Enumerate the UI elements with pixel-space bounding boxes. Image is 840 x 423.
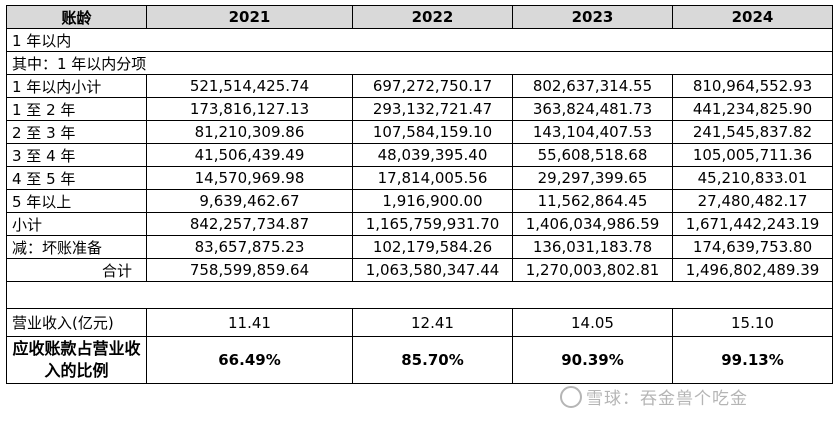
cell-2024: 105,005,711.36 [672, 143, 833, 167]
cell-2024: 99.13% [672, 336, 833, 384]
cell-2024: 45,210,833.01 [672, 166, 833, 190]
cell-2024: 15.10 [672, 308, 833, 337]
table-row: 合计 758,599,859.64 1,063,580,347.44 1,270… [6, 258, 833, 282]
cell-2022: 1,063,580,347.44 [352, 258, 513, 282]
table-row: 3 至 4 年 41,506,439.49 48,039,395.40 55,6… [6, 143, 833, 167]
cell-2021: 173,816,127.13 [146, 97, 353, 121]
cell-2022: 1,165,759,931.70 [352, 212, 513, 236]
row-label: 合计 [6, 258, 147, 282]
cell-2021: 83,657,875.23 [146, 235, 353, 259]
header-2022: 2022 [352, 5, 513, 29]
cell-2024: 27,480,482.17 [672, 189, 833, 213]
cell-2023: 55,608,518.68 [512, 143, 673, 167]
row-label: 减：坏账准备 [6, 235, 147, 259]
cell-2022: 107,584,159.10 [352, 120, 513, 144]
cell-2023: 1,270,003,802.81 [512, 258, 673, 282]
table-row: 4 至 5 年 14,570,969.98 17,814,005.56 29,2… [6, 166, 833, 190]
cell-2021: 41,506,439.49 [146, 143, 353, 167]
cell-2024: 174,639,753.80 [672, 235, 833, 259]
cell-2024: 441,234,825.90 [672, 97, 833, 121]
cell-2021: 842,257,734.87 [146, 212, 353, 236]
row-label: 4 至 5 年 [6, 166, 147, 190]
row-label: 3 至 4 年 [6, 143, 147, 167]
cell-2022: 12.41 [352, 308, 513, 337]
cell-2024: 810,964,552.93 [672, 74, 833, 98]
header-2024: 2024 [672, 5, 833, 29]
row-label: 1 至 2 年 [6, 97, 147, 121]
cell-2022: 697,272,750.17 [352, 74, 513, 98]
cell-2023: 363,824,481.73 [512, 97, 673, 121]
header-aging: 账龄 [6, 5, 147, 29]
watermark: 雪球：吞金兽个吃金 [560, 384, 748, 409]
blank-row [6, 281, 833, 309]
cell-2023: 1,406,034,986.59 [512, 212, 673, 236]
cell-2021: 81,210,309.86 [146, 120, 353, 144]
cell-2024: 241,545,837.82 [672, 120, 833, 144]
cell-2023: 11,562,864.45 [512, 189, 673, 213]
row-label: 其中：1 年以内分项 [6, 51, 833, 75]
cell-2023: 136,031,183.78 [512, 235, 673, 259]
table-row: 1 年以内 [6, 28, 833, 52]
cell-2022: 17,814,005.56 [352, 166, 513, 190]
blank-cell [6, 281, 833, 309]
cell-2021: 14,570,969.98 [146, 166, 353, 190]
cell-2023: 14.05 [512, 308, 673, 337]
aging-table: 账龄 2021 2022 2023 2024 1 年以内 其中：1 年以内分项 … [6, 5, 833, 384]
ratio-row: 应收账款占营业收入的比例 66.49% 85.70% 90.39% 99.13% [6, 336, 833, 384]
row-label: 应收账款占营业收入的比例 [6, 336, 147, 384]
cell-2021: 11.41 [146, 308, 353, 337]
header-row: 账龄 2021 2022 2023 2024 [6, 5, 833, 29]
cell-2024: 1,496,802,489.39 [672, 258, 833, 282]
table-row: 其中：1 年以内分项 [6, 51, 833, 75]
cell-2023: 29,297,399.65 [512, 166, 673, 190]
table-row: 1 年以内小计 521,514,425.74 697,272,750.17 80… [6, 74, 833, 98]
cell-2024: 1,671,442,243.19 [672, 212, 833, 236]
header-2023: 2023 [512, 5, 673, 29]
table-row: 减：坏账准备 83,657,875.23 102,179,584.26 136,… [6, 235, 833, 259]
row-label: 1 年以内 [6, 28, 833, 52]
row-label: 营业收入(亿元) [6, 308, 147, 337]
header-2021: 2021 [146, 5, 353, 29]
table-row: 5 年以上 9,639,462.67 1,916,900.00 11,562,8… [6, 189, 833, 213]
cell-2022: 293,132,721.47 [352, 97, 513, 121]
cell-2023: 90.39% [512, 336, 673, 384]
row-label: 2 至 3 年 [6, 120, 147, 144]
snowball-icon [560, 386, 582, 408]
watermark-text: 雪球：吞金兽个吃金 [586, 389, 748, 409]
cell-2022: 102,179,584.26 [352, 235, 513, 259]
cell-2023: 802,637,314.55 [512, 74, 673, 98]
table-row: 小计 842,257,734.87 1,165,759,931.70 1,406… [6, 212, 833, 236]
row-label: 小计 [6, 212, 147, 236]
table-row: 1 至 2 年 173,816,127.13 293,132,721.47 36… [6, 97, 833, 121]
row-label: 5 年以上 [6, 189, 147, 213]
cell-2022: 1,916,900.00 [352, 189, 513, 213]
cell-2022: 85.70% [352, 336, 513, 384]
revenue-row: 营业收入(亿元) 11.41 12.41 14.05 15.10 [6, 308, 833, 337]
cell-2021: 9,639,462.67 [146, 189, 353, 213]
row-label: 1 年以内小计 [6, 74, 147, 98]
cell-2023: 143,104,407.53 [512, 120, 673, 144]
cell-2021: 66.49% [146, 336, 353, 384]
cell-2022: 48,039,395.40 [352, 143, 513, 167]
cell-2021: 758,599,859.64 [146, 258, 353, 282]
table-row: 2 至 3 年 81,210,309.86 107,584,159.10 143… [6, 120, 833, 144]
cell-2021: 521,514,425.74 [146, 74, 353, 98]
